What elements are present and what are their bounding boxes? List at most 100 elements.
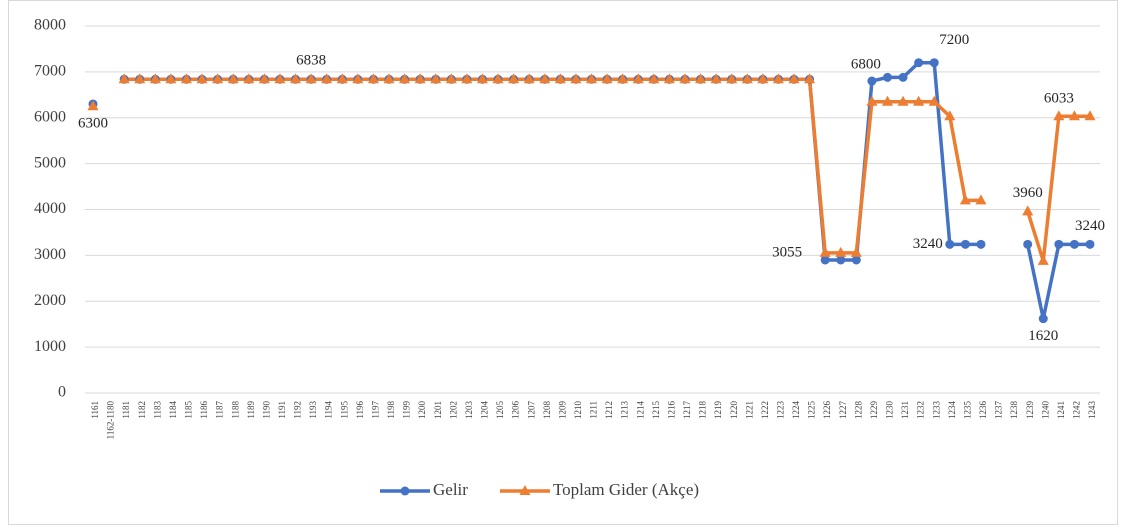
value-label: 7200 xyxy=(939,32,969,48)
x-tick-label: 1217 xyxy=(682,401,692,420)
x-tick-label: 1231 xyxy=(900,401,910,419)
x-tick-label: 1215 xyxy=(651,401,661,420)
x-tick-label: 1222 xyxy=(760,401,770,419)
point xyxy=(570,73,582,84)
value-label: 6800 xyxy=(851,56,881,72)
point xyxy=(492,73,504,84)
point xyxy=(866,95,878,106)
x-tick-label: 1204 xyxy=(480,401,490,420)
y-tick-label: 6000 xyxy=(34,108,66,125)
x-tick-label: 1221 xyxy=(744,401,754,419)
x-tick-label: 1208 xyxy=(542,401,552,420)
legend-marker xyxy=(400,486,410,496)
point xyxy=(679,73,691,84)
point xyxy=(1069,239,1079,249)
x-tick-label: 1234 xyxy=(947,401,957,420)
x-tick-label: 1201 xyxy=(433,401,443,419)
point xyxy=(321,73,333,84)
y-tick-label: 4000 xyxy=(34,200,66,217)
point xyxy=(741,73,753,84)
point xyxy=(399,73,411,84)
x-tick-label: 1206 xyxy=(511,401,521,420)
x-tick-label: 1199 xyxy=(402,401,412,419)
x-tick-label: 1183 xyxy=(152,401,162,419)
x-tick-label: 1202 xyxy=(448,401,458,419)
point xyxy=(663,73,675,84)
point xyxy=(1038,314,1048,324)
x-tick-label: 1228 xyxy=(853,401,863,420)
x-tick-label: 1216 xyxy=(666,401,676,420)
point xyxy=(305,73,317,84)
x-tick-label: 1239 xyxy=(1025,401,1035,420)
point xyxy=(632,73,644,84)
value-label: 1620 xyxy=(1028,328,1058,344)
point xyxy=(180,73,192,84)
y-tick-label: 2000 xyxy=(34,292,66,309)
x-tick-label: 1185 xyxy=(184,401,194,419)
y-tick-label: 1000 xyxy=(34,338,66,355)
x-tick-label: 1187 xyxy=(215,401,225,419)
x-tick-label: 1210 xyxy=(573,401,583,420)
point xyxy=(243,73,255,84)
x-tick-label: 1198 xyxy=(386,401,396,419)
point xyxy=(867,76,877,86)
point xyxy=(383,73,395,84)
point xyxy=(165,73,177,84)
x-tick-label: 1197 xyxy=(370,401,380,419)
point xyxy=(648,73,660,84)
point xyxy=(290,73,302,84)
value-label: 6838 xyxy=(296,53,326,69)
point xyxy=(118,73,130,84)
x-tick-label: 1229 xyxy=(869,401,879,420)
x-tick-label: 1191 xyxy=(277,401,287,419)
point xyxy=(523,73,535,84)
x-tick-label: 1184 xyxy=(168,401,178,419)
x-tick-label: 1240 xyxy=(1040,401,1050,420)
point xyxy=(1053,110,1065,121)
point xyxy=(772,73,784,84)
point xyxy=(975,194,987,205)
point xyxy=(554,73,566,84)
x-tick-label: 1205 xyxy=(495,401,505,420)
x-tick-label: 1237 xyxy=(994,401,1004,420)
point xyxy=(881,95,893,106)
point xyxy=(586,73,597,84)
x-tick-label: 1242 xyxy=(1071,401,1081,419)
x-tick-label: 1203 xyxy=(464,401,474,420)
point xyxy=(212,73,224,84)
y-tick-label: 5000 xyxy=(34,154,66,171)
point xyxy=(960,239,970,249)
x-tick-label: 1193 xyxy=(308,401,318,419)
point xyxy=(134,73,146,84)
point xyxy=(1037,254,1049,265)
x-tick-label: 1188 xyxy=(230,401,240,419)
value-label: 3240 xyxy=(1075,218,1105,234)
point xyxy=(87,100,99,111)
point xyxy=(367,73,379,84)
x-tick-label: 1225 xyxy=(807,401,817,420)
x-tick-label: 1220 xyxy=(729,401,739,420)
x-tick-label: 1226 xyxy=(822,401,832,420)
point xyxy=(149,73,161,84)
x-tick-label: 1224 xyxy=(791,401,801,420)
point xyxy=(898,72,908,82)
point xyxy=(944,110,956,121)
value-label: 6300 xyxy=(78,115,108,131)
x-tick-label: 1190 xyxy=(261,401,271,419)
x-tick-label: 1186 xyxy=(199,401,209,419)
point xyxy=(757,73,769,84)
point xyxy=(850,246,862,257)
point xyxy=(476,73,488,84)
point xyxy=(945,239,955,249)
x-tick-label: 1162-1180 xyxy=(106,401,116,440)
point xyxy=(804,73,816,84)
point xyxy=(1085,239,1095,249)
point xyxy=(695,73,707,84)
x-tick-label: 1200 xyxy=(417,401,427,420)
x-tick-label: 1161 xyxy=(90,401,100,419)
point xyxy=(274,73,286,84)
point xyxy=(913,95,925,106)
point xyxy=(928,95,940,106)
point xyxy=(258,73,270,84)
point xyxy=(836,255,846,265)
